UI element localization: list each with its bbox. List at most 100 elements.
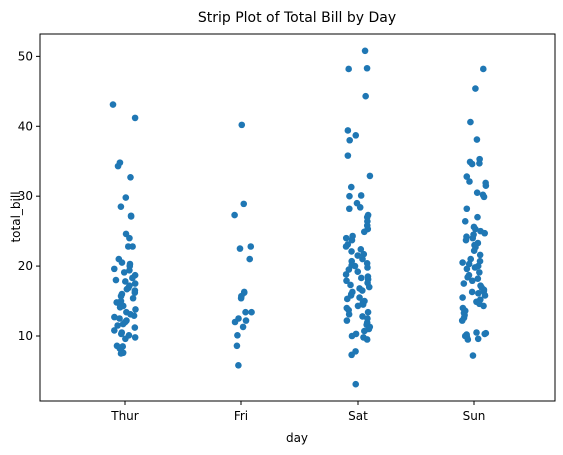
data-point-sat [342,234,350,242]
data-point-sun [480,193,488,201]
data-point-sat [345,266,353,273]
data-point-sat [342,243,350,250]
data-point-sun [482,182,490,189]
data-point-sat [348,248,355,255]
data-point-sun [462,236,470,244]
data-point-thur [119,320,127,328]
data-point-sun [464,336,472,343]
data-point-sun [476,269,483,276]
data-point-sat [352,380,360,388]
data-point-sat [359,301,367,308]
data-point-thur [120,269,128,276]
data-point-fri [242,317,250,324]
data-point-sat [356,294,363,301]
data-point-sun [474,275,482,282]
data-point-sun [464,273,471,281]
data-point-thur [131,334,139,341]
data-point-sun [474,262,482,270]
data-point-thur [127,213,135,220]
data-point-thur [131,114,139,122]
data-point-sun [473,189,481,196]
data-point-sat [346,192,353,200]
data-point-sat [346,136,353,144]
data-point-sat [356,204,364,211]
data-point-sun [470,247,478,254]
data-points [109,47,490,388]
data-point-sun [472,85,479,92]
data-point-thur [109,101,117,108]
data-point-sat [364,308,372,316]
data-point-sat [354,268,362,275]
data-point-thur [123,285,131,293]
data-point-sat [365,283,373,291]
data-point-sun [479,65,487,73]
data-point-sun [468,160,476,168]
data-point-sat [362,92,369,100]
data-point-fri [242,308,249,316]
y-tick-label: 20 [18,259,33,273]
data-point-thur [122,335,129,343]
data-point-sat [351,262,359,270]
data-point-sat [354,302,362,310]
data-point-fri [246,255,254,263]
data-point-sun [472,225,479,233]
data-point-sat [360,228,368,236]
data-point-thur [117,203,125,210]
data-point-thur [117,350,125,357]
data-point-sat [343,295,351,303]
data-point-fri [238,121,246,129]
chart-title: Strip Plot of Total Bill by Day [198,10,396,26]
data-point-thur [126,266,133,274]
data-point-sun [473,329,480,336]
data-point-thur [110,265,118,273]
data-point-sat [346,205,353,213]
data-point-sun [468,288,476,296]
data-point-sun [458,317,466,324]
data-point-sun [482,329,490,337]
data-point-sat [345,311,353,318]
x-axis-label: day [286,431,308,445]
data-point-fri [236,245,244,252]
data-point-thur [116,304,124,311]
data-point-sun [475,290,482,297]
data-point-sat [342,271,350,278]
data-point-fri [235,362,242,369]
data-point-sat [363,336,371,343]
data-point-sun [476,251,484,259]
y-tick-label: 40 [18,119,33,133]
data-point-sun [463,173,471,180]
data-point-sun [466,178,473,185]
data-point-sun [459,259,466,266]
data-point-sat [347,281,354,289]
data-point-sat [359,255,366,263]
data-point-sat [357,192,365,199]
data-point-sat [357,246,365,253]
data-point-sat [343,277,350,285]
x-tick-label: Sat [348,409,368,423]
data-point-sun [469,234,477,242]
data-point-sun [476,160,483,167]
data-point-thur [116,315,123,322]
data-point-sat [361,47,369,55]
data-point-thur [122,278,129,285]
y-tick-label: 30 [18,189,33,203]
data-point-thur [118,259,126,266]
data-point-sun [467,118,474,126]
data-point-sat [345,65,352,73]
data-point-sun [481,229,489,237]
data-point-thur [126,234,133,242]
data-point-sat [344,127,352,134]
y-axis-ticks: 10 20 30 40 50 [18,49,40,343]
data-point-fri [248,308,255,316]
data-point-thur [112,276,120,284]
data-point-thur [127,174,134,181]
data-point-sun [465,260,473,268]
data-point-thur [111,327,118,334]
data-point-sun [474,213,481,221]
data-point-sat [354,252,362,259]
data-point-thur [129,243,136,250]
data-point-fri [231,318,239,326]
data-point-sat [343,317,351,324]
